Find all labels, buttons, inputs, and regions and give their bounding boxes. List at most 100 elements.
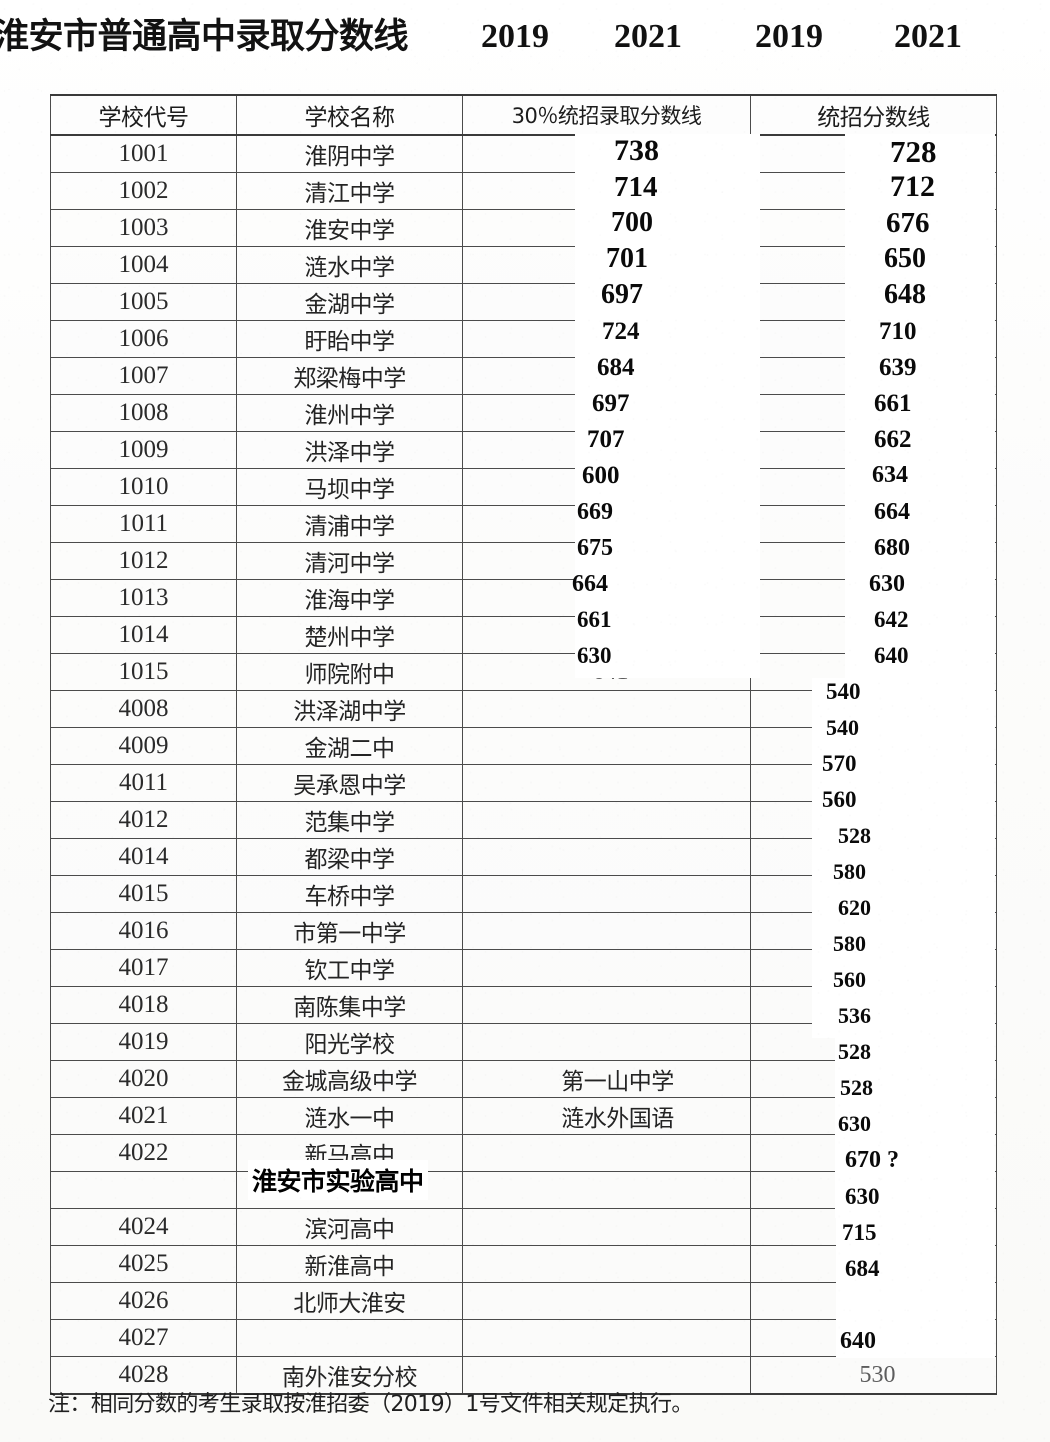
- cell-school-name: 滨河高中: [236, 1208, 463, 1246]
- cell-school-code: 4020: [50, 1060, 237, 1098]
- cell-school-name: 盱眙中学: [236, 320, 463, 358]
- school-code-text: 4022: [118, 1139, 169, 1166]
- cell-school-name: 洪泽中学: [236, 431, 463, 469]
- cell-school-code: 4008: [50, 690, 237, 728]
- cell-p30-2019: [462, 764, 751, 802]
- cell-school-code: 4027: [50, 1319, 237, 1357]
- school-code-text: 4016: [118, 917, 169, 944]
- school-code-text: 1015: [118, 658, 169, 685]
- school-code-text: 1006: [118, 325, 169, 352]
- school-name-text: 师院附中: [304, 662, 396, 688]
- cell-p30-2019: [462, 875, 751, 913]
- tongzhao-2019-value: 709: [859, 1250, 896, 1277]
- cell-school-code: 1010: [50, 468, 237, 506]
- school-code-text: 4025: [118, 1250, 169, 1277]
- table-row: 4018 南陈集中学 571: [50, 986, 997, 1024]
- school-code-text: 4015: [118, 880, 169, 907]
- cell-school-code: 1005: [50, 283, 237, 321]
- title-band: 淮安市普通高中录取分数线 2019 2021 2019 2021: [0, 14, 1050, 70]
- cell-tongzhao-2019: 722: [750, 134, 997, 173]
- cell-tongzhao-2019: 640: [750, 616, 997, 654]
- p30-2019-value: 669: [592, 547, 629, 574]
- cell-p30-2019: [462, 1208, 751, 1246]
- school-code-text: 4009: [118, 732, 169, 759]
- school-name-text: 南外淮安分校: [282, 1365, 418, 1391]
- tongzhao-2019-value: 655: [859, 399, 896, 426]
- cell-p30-2019: 655: [462, 616, 751, 654]
- table-row: 1008 淮州中学 691 655: [50, 394, 997, 432]
- school-code-text: 1004: [118, 251, 169, 278]
- cell-tongzhao-2019: 548: [750, 801, 997, 839]
- p30-2019-value: 679: [592, 362, 629, 389]
- school-code-text: 1014: [118, 621, 169, 648]
- p30-2019-value: 655: [592, 621, 629, 648]
- cell-school-code: 4015: [50, 875, 237, 913]
- cell-school-code: 1013: [50, 579, 237, 617]
- table-row: 1006 盱眙中学 718 704: [50, 320, 997, 358]
- school-code-text: 4018: [118, 991, 169, 1018]
- tongzhao-2019-value: 628: [859, 473, 896, 500]
- school-code-text: 1009: [118, 436, 169, 463]
- cell-p30-2019: 694: [462, 209, 751, 247]
- school-name-text: 清河中学: [304, 551, 396, 577]
- cell-tongzhao-2019: 679: [750, 542, 997, 580]
- school-name-text: 金湖中学: [304, 292, 396, 318]
- tongzhao-2019-value: 530: [859, 1102, 896, 1129]
- cell-tongzhao-2019: 709: [750, 1245, 997, 1283]
- cell-school-name: 淮安中学: [236, 209, 463, 247]
- cell-school-code: 4024: [50, 1208, 237, 1246]
- cell-tongzhao-2019: 540: [750, 727, 997, 765]
- table-row: 1014 楚州中学 655 640: [50, 616, 997, 654]
- cell-school-code: 1003: [50, 209, 237, 247]
- school-code-text: 1011: [118, 510, 169, 537]
- cell-tongzhao-2019: 661: [750, 209, 997, 247]
- school-code-text: 4026: [118, 1287, 169, 1314]
- school-code-text: 1012: [118, 547, 169, 574]
- cell-tongzhao-2019: 651: [750, 653, 997, 691]
- cell-tongzhao-2019: 559: [750, 875, 997, 913]
- table-row: 1007 郑梁梅中学 679 633: [50, 357, 997, 395]
- tongzhao-2019-value: 582: [859, 769, 896, 796]
- table-row: 4008 洪泽湖中学 540: [50, 690, 997, 728]
- cell-p30-2019: [462, 1134, 751, 1172]
- cell-school-name: 淮阴中学: [236, 134, 463, 173]
- cell-tongzhao-2019: [750, 1171, 997, 1209]
- cell-tongzhao-2019: 629: [750, 579, 997, 617]
- cell-p30-2019: [462, 912, 751, 950]
- tongzhao-2019-value: 540: [859, 732, 896, 759]
- year-label-tz-2021: 2021: [894, 18, 962, 55]
- cell-p30-2019: 641: [462, 653, 751, 691]
- school-name-text: 涟水中学: [304, 255, 396, 281]
- cell-p30-2019: 691: [462, 283, 751, 321]
- cell-school-code: 1001: [50, 134, 237, 173]
- cell-tongzhao-2019: 706: [750, 172, 997, 210]
- cell-tongzhao-2019: 530: [750, 1060, 997, 1098]
- cell-school-name: 北师大淮安: [236, 1282, 463, 1320]
- school-code-text: 1002: [118, 177, 169, 204]
- admission-score-table: 学校代号 学校名称 30％统招录取分数线 统招分数线 1001 淮阴中学 732 72…: [50, 94, 997, 1395]
- cell-tongzhao-2019: 530: [750, 1356, 997, 1395]
- p30-2019-value: 694: [592, 214, 629, 241]
- cell-tongzhao-2019: 633: [750, 357, 997, 395]
- cell-tongzhao-2019: 571: [750, 986, 997, 1024]
- p30-2019-value: 691: [592, 288, 629, 315]
- tongzhao-2019-value: 678: [859, 1287, 896, 1314]
- cell-p30-2019: 658: [462, 579, 751, 617]
- school-name-text: 车桥中学: [304, 884, 396, 910]
- table-row: 1004 涟水中学 695 646: [50, 246, 997, 284]
- cell-p30-2019: [462, 1023, 751, 1061]
- page-title: 淮安市普通高中录取分数线: [0, 17, 409, 57]
- tongzhao-2019-value: 679: [859, 547, 896, 574]
- table-row: 4014 都梁中学 530: [50, 838, 997, 876]
- table-row: 1013 淮海中学 658 629: [50, 579, 997, 617]
- cell-tongzhao-2019: 646: [750, 246, 997, 284]
- table-row: 1002 清江中学 708 706: [50, 172, 997, 210]
- tongzhao-2019-value: 530: [859, 843, 896, 870]
- school-code-text: 4028: [118, 1361, 169, 1388]
- cell-school-code: 4028: [50, 1356, 237, 1395]
- school-code-text: 4017: [118, 954, 169, 981]
- p30-2019-value: 594: [592, 473, 629, 500]
- tongzhao-2019-value: 642: [859, 288, 896, 315]
- school-name-text: 清江中学: [304, 181, 396, 207]
- table-row: 4009 金湖二中 540: [50, 727, 997, 765]
